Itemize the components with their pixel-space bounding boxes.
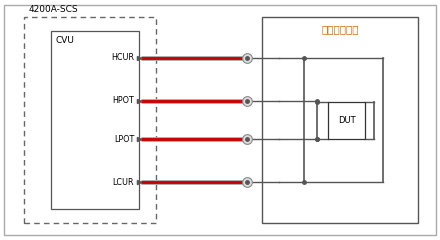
Bar [51, 31, 139, 209]
Text: CVU: CVU [55, 36, 74, 45]
Text: LPOT: LPOT [114, 135, 134, 144]
Text: DUT: DUT [337, 116, 356, 125]
Text: 4200A-SCS: 4200A-SCS [29, 6, 78, 14]
Text: LCUR: LCUR [113, 178, 134, 187]
Bar [262, 17, 418, 223]
Text: HCUR: HCUR [111, 53, 134, 62]
Text: HPOT: HPOT [113, 96, 134, 105]
Text: 金属测试夹具: 金属测试夹具 [321, 24, 359, 34]
Bar [24, 17, 156, 223]
Bar [328, 102, 365, 139]
